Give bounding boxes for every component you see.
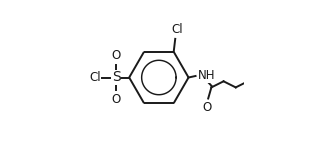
Text: S: S — [112, 71, 121, 84]
Text: NH: NH — [198, 69, 215, 82]
Text: Cl: Cl — [171, 23, 182, 36]
Text: O: O — [202, 101, 211, 114]
Text: O: O — [112, 49, 121, 62]
Text: Cl: Cl — [89, 71, 100, 84]
Text: O: O — [112, 93, 121, 106]
